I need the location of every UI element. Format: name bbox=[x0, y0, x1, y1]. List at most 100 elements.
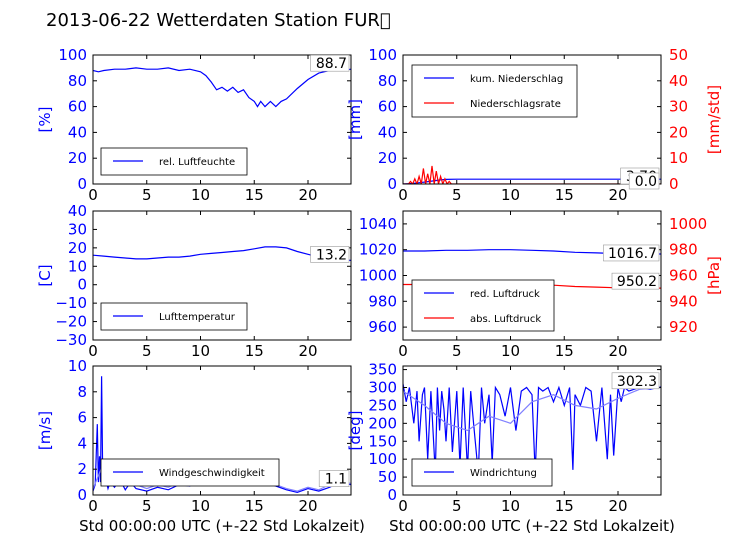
y-tick-label: 0 bbox=[387, 486, 397, 504]
legend-label: kum. Niederschlag bbox=[470, 74, 563, 85]
axes-frame bbox=[92, 365, 352, 496]
chart-precip: 0 5 10 15 20 0 20 40 60 80 100 0 10 20 30 40 50 [mm] [mm/s… bbox=[346, 46, 723, 204]
legend-label: Niederschlagsrate bbox=[470, 99, 561, 110]
x-tick-label: 0 bbox=[398, 497, 408, 515]
x-tick-label: 0 bbox=[88, 186, 98, 204]
y-tick-label: 250 bbox=[368, 396, 397, 414]
y-tick-label: 40 bbox=[68, 123, 87, 141]
y-tick-label: −20 bbox=[55, 313, 87, 331]
series-line-windgeschwindigkeit bbox=[93, 376, 351, 494]
y-right-axis-label: [hPa] bbox=[705, 256, 723, 295]
y-tick-label: 1000 bbox=[359, 267, 397, 285]
last-value-label-box bbox=[611, 372, 660, 390]
y-tick-label: 200 bbox=[368, 414, 397, 432]
x-tick-label: 15 bbox=[555, 186, 574, 204]
last-value-label-secondary: 0.0 bbox=[635, 174, 657, 190]
y-right-tick-label: 960 bbox=[669, 267, 698, 285]
x-tick-label: 20 bbox=[608, 186, 627, 204]
last-value-label-box bbox=[310, 246, 350, 263]
x-tick-label: 10 bbox=[501, 186, 520, 204]
last-value-label: 1016.7 bbox=[608, 246, 657, 262]
series-group bbox=[93, 67, 351, 108]
x-axis-label: Std 00:00:00 UTC (+-22 Std Lokalzeit) bbox=[389, 517, 675, 535]
legend: Windgeschwindigkeit bbox=[100, 458, 280, 487]
x-tick-label: 20 bbox=[298, 186, 317, 204]
y-axis-label: [m/s] bbox=[36, 411, 54, 450]
last-value-label: 1.1 bbox=[325, 472, 347, 488]
y-tick-label: 0 bbox=[387, 175, 397, 193]
y-tick-label: −30 bbox=[55, 331, 87, 349]
y-tick-label: 350 bbox=[368, 361, 397, 379]
x-axis-label: Std 00:00:00 UTC (+-22 Std Lokalzeit) bbox=[79, 517, 365, 535]
x-tick-label: 10 bbox=[501, 342, 520, 360]
x-tick-label: 20 bbox=[608, 342, 627, 360]
legend-label: rel. Luftfeuchte bbox=[159, 157, 235, 168]
legend: red. Luftdruck abs. Luftdruck bbox=[411, 279, 555, 332]
legend: Windrichtung bbox=[411, 458, 553, 487]
y-right-axis-label: [mm/std] bbox=[705, 85, 723, 154]
last-value-label-secondary-box bbox=[628, 172, 660, 190]
x-tick-label: 0 bbox=[398, 342, 408, 360]
y-tick-label: 100 bbox=[58, 46, 87, 64]
last-value-label-box bbox=[318, 470, 350, 487]
y-right-tick-label: 940 bbox=[669, 292, 698, 310]
last-value-label-secondary-box bbox=[611, 272, 660, 290]
legend-label: abs. Luftdruck bbox=[470, 314, 541, 325]
y-tick-label: 80 bbox=[68, 72, 87, 90]
legend: rel. Luftfeuchte bbox=[100, 147, 248, 176]
y-tick-label: 20 bbox=[68, 149, 87, 167]
x-tick-label: 10 bbox=[191, 342, 210, 360]
y-right-tick-label: 40 bbox=[669, 72, 688, 90]
y-tick-label: 150 bbox=[368, 432, 397, 450]
chart-temperature: 0 5 10 15 20−30−20−10010203040[C]Lufttempera… bbox=[36, 202, 352, 360]
chart-humidity: 0 5 10 15 20 0 20 40 60 80 100 [%] rel. Luftfeuchte 8… bbox=[36, 46, 352, 204]
x-tick-label: 10 bbox=[191, 497, 210, 515]
x-tick-label: 5 bbox=[452, 186, 462, 204]
y-right-tick-label: 920 bbox=[669, 318, 698, 336]
series-line-lufttemperatur bbox=[93, 246, 351, 261]
chart-pressure: 0 5 10 15 20 960 980 1000 1020 1040 920 940 960 980 10… bbox=[359, 210, 723, 360]
y-tick-label: 60 bbox=[378, 98, 397, 116]
y-axis-label: [C] bbox=[36, 264, 54, 286]
x-tick-label: 5 bbox=[142, 342, 152, 360]
legend-label: Windgeschwindigkeit bbox=[159, 468, 265, 479]
y-tick-label: 2 bbox=[77, 460, 87, 478]
y-right-tick-label: 50 bbox=[669, 46, 688, 64]
y-right-tick-label: 1000 bbox=[669, 215, 707, 233]
x-tick-label: 20 bbox=[298, 497, 317, 515]
y-tick-label: 20 bbox=[68, 239, 87, 257]
y-axis-label: [mm] bbox=[346, 99, 364, 140]
x-tick-label: 10 bbox=[501, 497, 520, 515]
x-tick-label: 15 bbox=[555, 342, 574, 360]
last-value-label: 302.3 bbox=[617, 374, 657, 390]
x-tick-label: 0 bbox=[88, 342, 98, 360]
y-tick-label: 40 bbox=[68, 202, 87, 220]
series-group bbox=[93, 246, 351, 261]
y-tick-label: 980 bbox=[368, 292, 397, 310]
y-tick-label: 10 bbox=[68, 257, 87, 275]
y-tick-label: 6 bbox=[77, 409, 87, 427]
x-tick-label: 5 bbox=[452, 342, 462, 360]
y-right-tick-label: 980 bbox=[669, 241, 698, 259]
y-tick-label: 8 bbox=[77, 383, 87, 401]
y-right-tick-label: 10 bbox=[669, 149, 688, 167]
x-tick-label: 15 bbox=[555, 497, 574, 515]
series-line-rel-luftfeuchte bbox=[93, 67, 351, 108]
y-tick-label: 1040 bbox=[359, 215, 397, 233]
y-tick-label: 0 bbox=[77, 175, 87, 193]
x-tick-label: 15 bbox=[245, 497, 264, 515]
last-value-label: 13.2 bbox=[316, 247, 347, 263]
y-tick-label: 100 bbox=[368, 46, 397, 64]
legend-box bbox=[100, 302, 248, 331]
legend-label: red. Luftdruck bbox=[470, 289, 540, 300]
x-tick-label: 15 bbox=[245, 186, 264, 204]
y-tick-label: 10 bbox=[68, 357, 87, 375]
legend-box bbox=[411, 279, 555, 332]
y-tick-label: 1020 bbox=[359, 241, 397, 259]
last-value-label-box bbox=[310, 54, 350, 72]
legend: Lufttemperatur bbox=[100, 302, 248, 331]
y-tick-label: 80 bbox=[378, 72, 397, 90]
